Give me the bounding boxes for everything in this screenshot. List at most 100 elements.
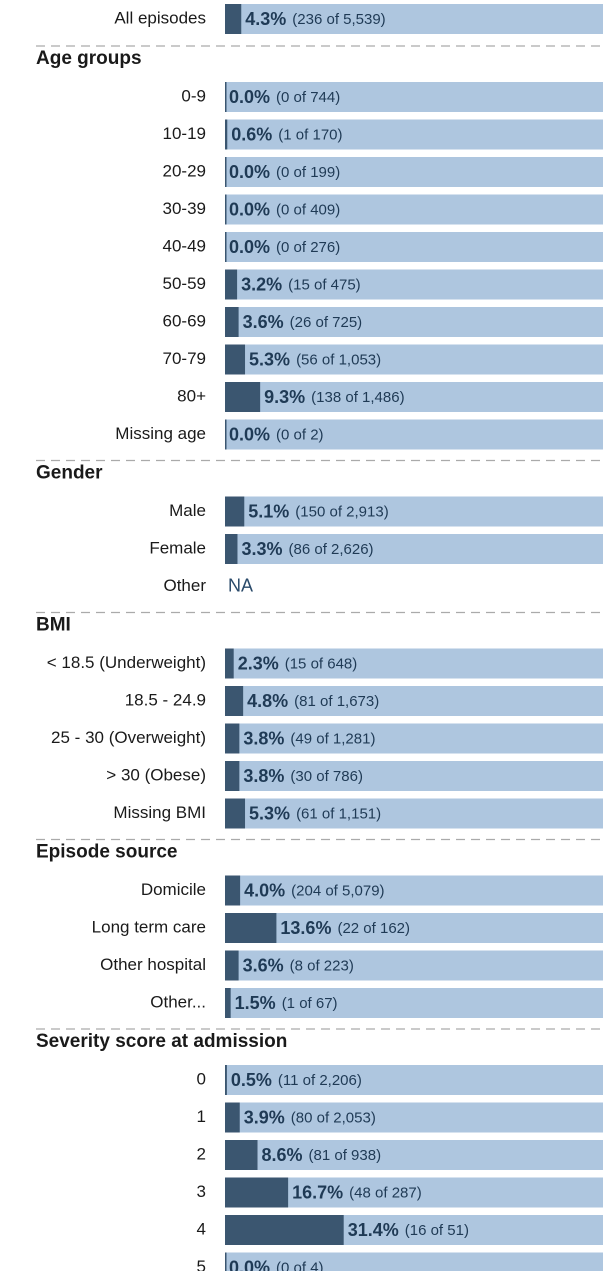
value-label: 16.7% <box>292 1182 343 1202</box>
row-label: 0 <box>197 1069 206 1088</box>
bar-background <box>225 798 603 829</box>
bar-background <box>225 648 603 679</box>
bar <box>225 875 241 906</box>
value-label: 4.0% <box>244 880 285 900</box>
value-text: 5.3% (56 of 1,053) <box>249 349 381 369</box>
value-label: 3.6% <box>243 312 284 332</box>
detail-label: (1 of 67) <box>282 995 338 1012</box>
detail-label: (0 of 409) <box>276 201 340 218</box>
value-label: 0.0% <box>229 424 270 444</box>
detail-label: (15 of 475) <box>288 276 361 293</box>
value-text: 0.0% (0 of 744) <box>229 87 340 107</box>
value-text: 2.3% (15 of 648) <box>238 653 358 673</box>
value-text: 16.7% (48 of 287) <box>292 1182 422 1202</box>
bar <box>225 988 231 1018</box>
bar <box>225 419 227 450</box>
value-text: 4.8% (81 of 1,673) <box>247 691 379 711</box>
bar-background <box>225 419 603 450</box>
detail-label: (81 of 938) <box>309 1147 382 1164</box>
row-label: Missing BMI <box>113 803 206 822</box>
value-text: 0.6% (1 of 170) <box>231 124 342 144</box>
bar-background <box>225 988 603 1018</box>
detail-label: (8 of 223) <box>290 957 354 974</box>
detail-label: (16 of 51) <box>405 1222 469 1239</box>
value-label: 3.9% <box>244 1107 285 1127</box>
row-label: 2 <box>197 1144 206 1163</box>
value-text: 3.2% (15 of 475) <box>241 274 361 294</box>
value-text: 8.6% (81 of 938) <box>262 1145 382 1165</box>
bar <box>225 648 234 679</box>
row-label: < 18.5 (Underweight) <box>47 653 206 672</box>
detail-label: (0 of 744) <box>276 89 340 106</box>
value-label: 0.0% <box>229 199 270 219</box>
row-label: 5 <box>197 1257 206 1271</box>
bar-background <box>225 761 603 791</box>
bar-background <box>225 496 603 527</box>
bar <box>225 157 227 187</box>
detail-label: (49 of 1,281) <box>290 730 375 747</box>
row-label: 0-9 <box>181 86 206 105</box>
value-label: 8.6% <box>262 1145 303 1165</box>
row-label: Domicile <box>141 880 206 899</box>
value-text: 0.0% (0 of 409) <box>229 199 340 219</box>
value-label: 5.1% <box>248 501 289 521</box>
value-text: 3.8% (49 of 1,281) <box>243 728 375 748</box>
bar-background <box>225 686 603 716</box>
bar <box>225 382 261 412</box>
row-label: Female <box>149 538 206 557</box>
bar <box>225 534 238 564</box>
row-label: Other <box>163 576 206 595</box>
value-label: 2.3% <box>238 653 279 673</box>
bar-background <box>225 1102 603 1133</box>
value-label: 0.0% <box>229 1257 270 1271</box>
row-label: 60-69 <box>163 311 206 330</box>
row-label: 80+ <box>177 386 206 405</box>
bar-background <box>225 913 603 943</box>
value-label: 3.8% <box>243 728 284 748</box>
value-text: 0.0% (0 of 276) <box>229 237 340 257</box>
row-label: 25 - 30 (Overweight) <box>51 728 206 747</box>
value-text: 0.0% (0 of 199) <box>229 162 340 182</box>
value-text: 5.1% (150 of 2,913) <box>248 501 388 521</box>
detail-label: (0 of 4) <box>276 1259 324 1271</box>
detail-label: (86 of 2,626) <box>289 541 374 558</box>
detail-label: (150 of 2,913) <box>295 503 388 520</box>
bar <box>225 119 228 150</box>
value-label: 4.3% <box>245 9 286 29</box>
bar <box>225 723 240 754</box>
bar-background <box>225 194 603 225</box>
bar <box>225 194 227 225</box>
bar <box>225 1140 258 1170</box>
row-label: Long term care <box>92 917 206 936</box>
row-label: 40-49 <box>163 236 206 255</box>
detail-label: (204 of 5,079) <box>291 882 384 899</box>
bar <box>225 913 277 943</box>
value-label: 3.6% <box>243 955 284 975</box>
bar-background <box>225 723 603 754</box>
value-label: 0.5% <box>231 1070 272 1090</box>
bar-background <box>225 1140 603 1170</box>
detail-label: (61 of 1,151) <box>296 805 381 822</box>
row-label: 4 <box>197 1219 206 1238</box>
value-text: 3.3% (86 of 2,626) <box>241 539 373 559</box>
value-text: 1.5% (1 of 67) <box>235 993 338 1013</box>
bar <box>225 344 246 375</box>
bar <box>225 1252 227 1271</box>
detail-label: (30 of 786) <box>290 768 363 785</box>
bar <box>225 686 244 716</box>
bar-background <box>225 382 603 412</box>
row-label: 70-79 <box>163 349 206 368</box>
bar <box>225 1215 344 1245</box>
value-label: 1.5% <box>235 993 276 1013</box>
row-label: 3 <box>197 1182 206 1201</box>
bar-background <box>225 307 603 337</box>
value-label: 4.8% <box>247 691 288 711</box>
row-label: 50-59 <box>163 274 206 293</box>
value-text: 4.0% (204 of 5,079) <box>244 880 384 900</box>
detail-label: (48 of 287) <box>349 1184 422 1201</box>
value-label: 0.6% <box>231 124 272 144</box>
detail-label: (26 of 725) <box>290 314 363 331</box>
group-title: Age groups <box>36 48 142 69</box>
bar-background <box>225 232 603 262</box>
detail-label: (0 of 199) <box>276 164 340 181</box>
